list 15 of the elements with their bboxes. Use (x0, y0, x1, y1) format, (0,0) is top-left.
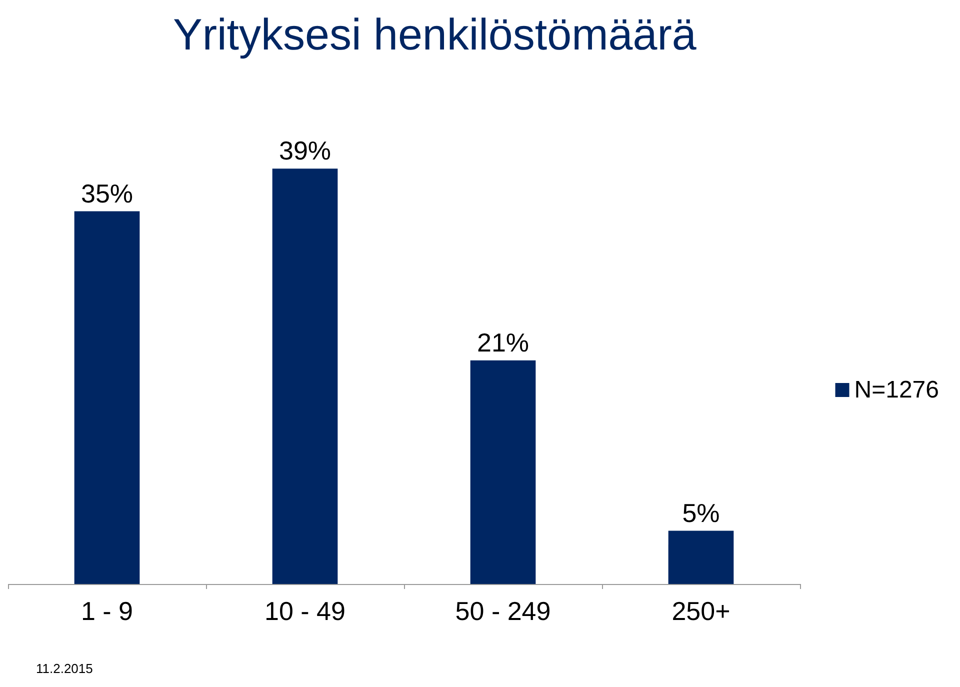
x-tick-label: 50 - 249 (455, 596, 551, 626)
data-label: 39% (278, 136, 332, 166)
chart-title: Yrityksesi henkilöstömäärä (173, 10, 697, 60)
bar (272, 168, 338, 584)
data-label: 35% (80, 178, 134, 208)
legend-label: N=1276 (854, 376, 940, 404)
data-label: 5% (682, 498, 720, 528)
x-tick-label: 250+ (672, 596, 730, 626)
x-tick-label: 10 - 49 (264, 596, 346, 626)
bar (470, 360, 536, 584)
data-label: 21% (476, 327, 530, 358)
x-tick-label: 1 - 9 (80, 596, 134, 626)
bar (74, 211, 140, 584)
bar (668, 530, 734, 584)
text: 11.2.2015 (36, 661, 93, 676)
